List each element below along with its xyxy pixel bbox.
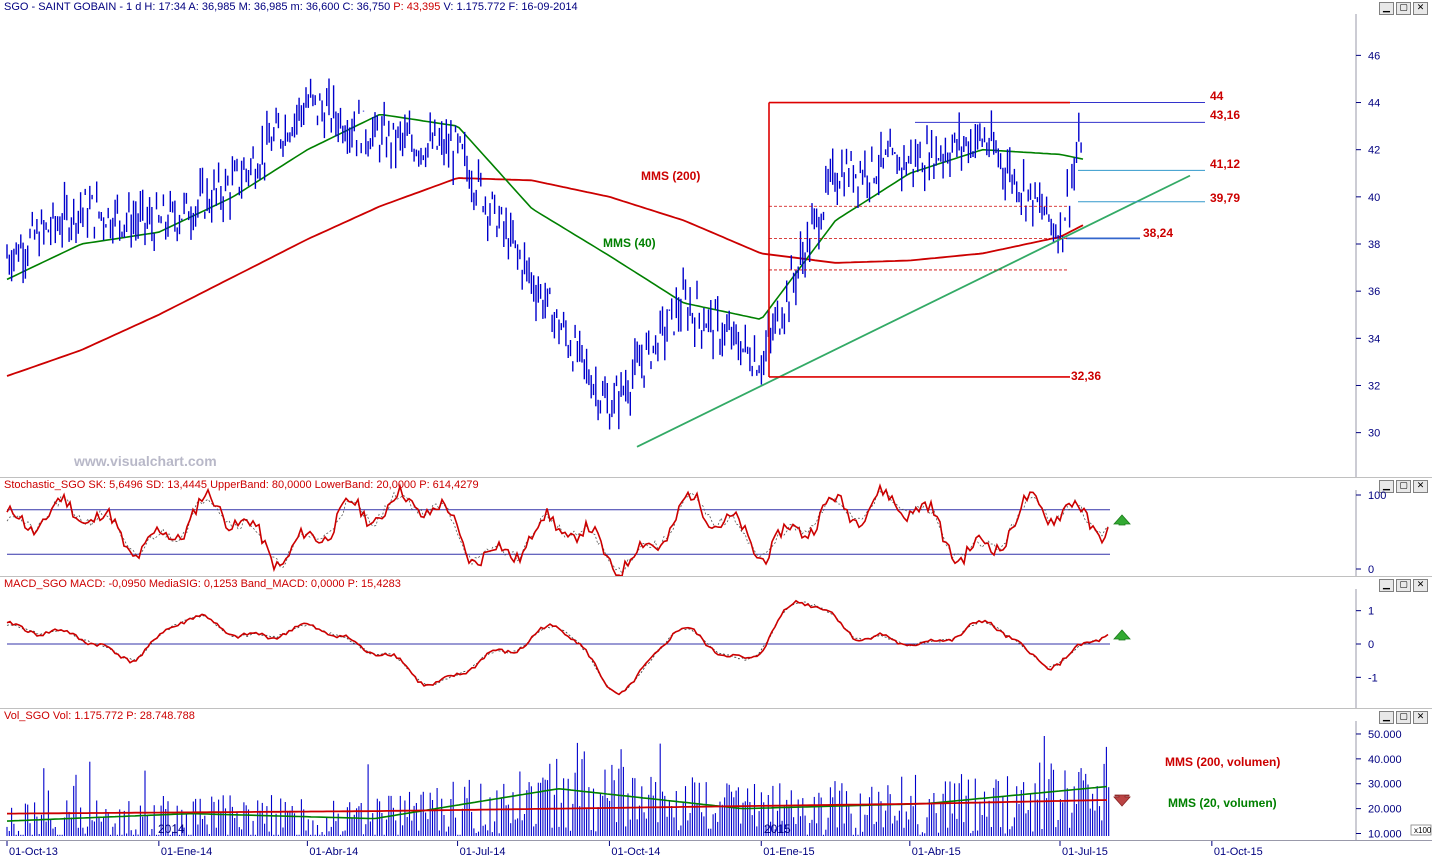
macd-pane: MACD_SGO MACD: -0,0950 MediaSIG: 0,1253 … <box>0 577 1432 709</box>
stoch-y-tick-label: 0 <box>1368 564 1374 576</box>
vol-chart: 10.000 20.000 30.000 40.000 50.000 2014 2015… <box>6 721 1432 840</box>
stoch-signal-line <box>6 488 1109 575</box>
x-axis-label: 01-Abr-15 <box>912 846 961 858</box>
price-window-buttons: ▁ ▢ ✕ <box>1379 2 1428 15</box>
vol-marks <box>6 736 1110 836</box>
label-level-3236: 32,36 <box>1071 369 1101 383</box>
x-axis-label: 01-Oct-13 <box>9 846 58 858</box>
vol-y-axis: 10.000 20.000 30.000 40.000 50.000 <box>1356 729 1402 840</box>
macd-marks <box>6 599 1110 696</box>
restore-button[interactable]: ▢ <box>1396 579 1411 592</box>
trendline <box>636 174 1191 448</box>
restore-button[interactable]: ▢ <box>1396 711 1411 724</box>
restore-button[interactable]: ▢ <box>1396 2 1411 15</box>
vol-y-tick-label: 20.000 <box>1368 804 1402 816</box>
stoch-marks <box>6 483 1110 578</box>
vol-pane: Vol_SGO Vol: 1.175.772 P: 28.748.788 ▁ ▢… <box>0 709 1432 840</box>
label-level-3824: 38,24 <box>1143 226 1173 240</box>
vol-y-tick-label: 50.000 <box>1368 729 1402 741</box>
title-prefix: SGO - SAINT GOBAIN - 1 d H: 17:34 A: 36,… <box>4 1 391 13</box>
close-button[interactable]: ✕ <box>1413 711 1428 724</box>
price-y-axis: 30 32 34 36 38 40 42 44 46 <box>1356 50 1380 440</box>
price-chart: 30 32 34 36 38 40 42 44 46 MMS (200) MMS (40) 44… <box>0 14 1432 479</box>
price-marks <box>6 78 1205 448</box>
price-y-tick-label: 44 <box>1368 98 1380 110</box>
x-axis-labels: 01-Oct-13 01-Ene-14 01-Abr-14 01-Jul-14 01-O… <box>6 841 1263 858</box>
year-label-2015: 2015 <box>764 822 791 836</box>
x-axis: 01-Oct-13 01-Ene-14 01-Abr-14 01-Jul-14 01-O… <box>0 840 1432 858</box>
label-level-44: 44 <box>1210 89 1224 103</box>
price-bars <box>6 78 1082 430</box>
vol-legend-20: MMS (20, volumen) <box>1168 796 1277 810</box>
stoch-pane: Stochastic_SGO SK: 5,6496 SD: 13,4445 Up… <box>0 478 1432 578</box>
title-suffix: V: 1.175.772 F: 16-09-2014 <box>443 1 578 13</box>
macd-signal-line <box>6 601 1109 695</box>
vol-y-tick-label: 30.000 <box>1368 779 1402 791</box>
minimize-button[interactable]: ▁ <box>1379 711 1394 724</box>
vol-window-buttons: ▁ ▢ ✕ <box>1379 711 1428 724</box>
price-pane: SGO - SAINT GOBAIN - 1 d H: 17:34 A: 36,… <box>0 1 1432 479</box>
label-mms40: MMS (40) <box>603 236 656 250</box>
price-y-tick-label: 32 <box>1368 380 1380 392</box>
stoch-pane-title: Stochastic_SGO SK: 5,6496 SD: 13,4445 Up… <box>4 479 479 491</box>
stoch-y-axis: 0 100 <box>1356 490 1386 576</box>
vol-bars <box>6 736 1110 836</box>
macd-up-arrow-icon <box>1113 629 1131 641</box>
x-axis-label: 01-Oct-14 <box>611 846 660 858</box>
vol-mms200-line <box>7 799 1108 815</box>
label-level-4316: 43,16 <box>1210 108 1240 122</box>
macd-line <box>6 599 1109 696</box>
price-y-tick-label: 42 <box>1368 145 1380 157</box>
minimize-button[interactable]: ▁ <box>1379 579 1394 592</box>
x-axis-label: 01-Abr-14 <box>309 846 358 858</box>
x-axis-label: 01-Oct-15 <box>1214 846 1263 858</box>
close-button[interactable]: ✕ <box>1413 480 1428 493</box>
close-button[interactable]: ✕ <box>1413 579 1428 592</box>
year-label-2014: 2014 <box>158 822 185 836</box>
macd-chart: -1 0 1 <box>6 589 1378 709</box>
x-axis-label: 01-Jul-14 <box>460 846 506 858</box>
macd-window-buttons: ▁ ▢ ✕ <box>1379 579 1428 592</box>
stoch-chart: 0 100 <box>6 483 1386 578</box>
mms200-line <box>6 177 1084 377</box>
label-level-3979: 39,79 <box>1210 191 1240 205</box>
restore-button[interactable]: ▢ <box>1396 480 1411 493</box>
price-y-tick-label: 34 <box>1368 333 1380 345</box>
macd-y-axis: -1 0 1 <box>1356 606 1378 684</box>
label-level-4112: 41,12 <box>1210 157 1240 171</box>
price-pane-title: SGO - SAINT GOBAIN - 1 d H: 17:34 A: 36,… <box>4 1 578 13</box>
x-axis-label: 01-Ene-15 <box>763 846 814 858</box>
price-y-tick-label: 40 <box>1368 192 1380 204</box>
price-y-tick-label: 46 <box>1368 50 1380 62</box>
macd-y-tick-label: 0 <box>1368 639 1374 651</box>
minimize-button[interactable]: ▁ <box>1379 2 1394 15</box>
vol-y-tick-label: 40.000 <box>1368 754 1402 766</box>
mms40-line <box>6 114 1084 320</box>
vol-pane-title: Vol_SGO Vol: 1.175.772 P: 28.748.788 <box>4 710 195 722</box>
stoch-window-buttons: ▁ ▢ ✕ <box>1379 480 1428 493</box>
vol-scale-note: x100 <box>1414 826 1432 835</box>
stoch-y-tick-label: 100 <box>1368 490 1386 502</box>
price-y-tick-label: 36 <box>1368 286 1380 298</box>
close-button[interactable]: ✕ <box>1413 2 1428 15</box>
vol-legend-200: MMS (200, volumen) <box>1165 755 1280 769</box>
stoch-up-arrow-icon <box>1113 514 1131 526</box>
price-y-tick-label: 30 <box>1368 428 1380 440</box>
x-axis-label: 01-Jul-15 <box>1062 846 1108 858</box>
x-axis-label: 01-Ene-14 <box>161 846 212 858</box>
vol-y-tick-label: 10.000 <box>1368 829 1402 840</box>
macd-pane-title: MACD_SGO MACD: -0,0950 MediaSIG: 0,1253 … <box>4 578 401 590</box>
stoch-sk-line <box>6 483 1109 578</box>
label-mms200: MMS (200) <box>641 169 700 183</box>
minimize-button[interactable]: ▁ <box>1379 480 1394 493</box>
title-p: P: 43,395 <box>393 1 441 13</box>
macd-y-tick-label: 1 <box>1368 606 1374 618</box>
vol-down-arrow-icon <box>1113 794 1131 807</box>
watermark: www.visualchart.com <box>74 453 217 469</box>
price-y-tick-label: 38 <box>1368 239 1380 251</box>
macd-y-tick-label: -1 <box>1368 672 1378 684</box>
